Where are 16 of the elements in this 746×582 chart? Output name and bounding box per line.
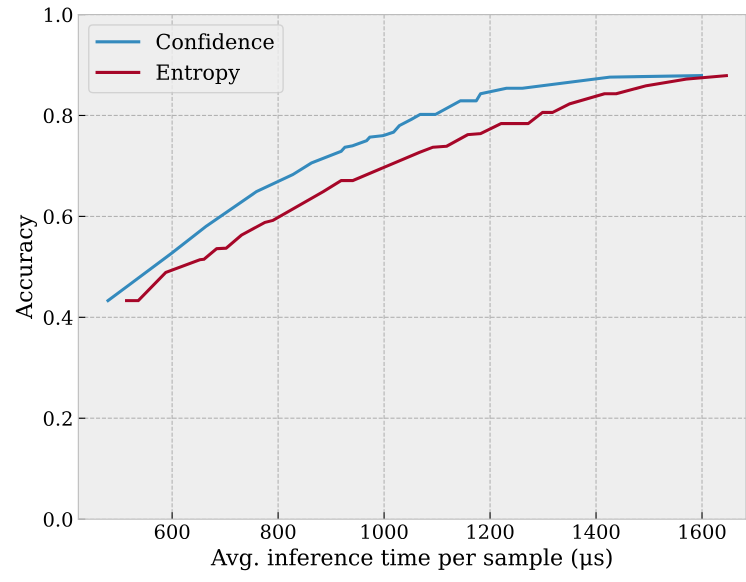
y-tick-label: 0.8	[44, 108, 72, 124]
y-axis-title: Accuracy	[16, 214, 37, 320]
y-tick-label: 1.0	[44, 8, 72, 22]
x-tick-label: 1400	[574, 524, 620, 540]
x-tick-label: 800	[260, 524, 296, 540]
legend-label: Entropy	[156, 64, 240, 84]
x-tick-label: 1000	[362, 524, 408, 540]
x-tick-label: 1600	[680, 524, 726, 540]
x-tick-label: 1200	[468, 524, 514, 540]
y-tick-label: 0.6	[44, 209, 72, 224]
x-tick-label: 600	[154, 524, 190, 540]
x-axis-title: Avg. inference time per sample (μs)	[210, 548, 612, 570]
legend-label: Confidence	[156, 33, 274, 50]
y-tick-label: 0.4	[44, 310, 72, 325]
y-tick-label: 0.2	[44, 411, 72, 426]
y-tick-label: 0.0	[44, 512, 72, 527]
